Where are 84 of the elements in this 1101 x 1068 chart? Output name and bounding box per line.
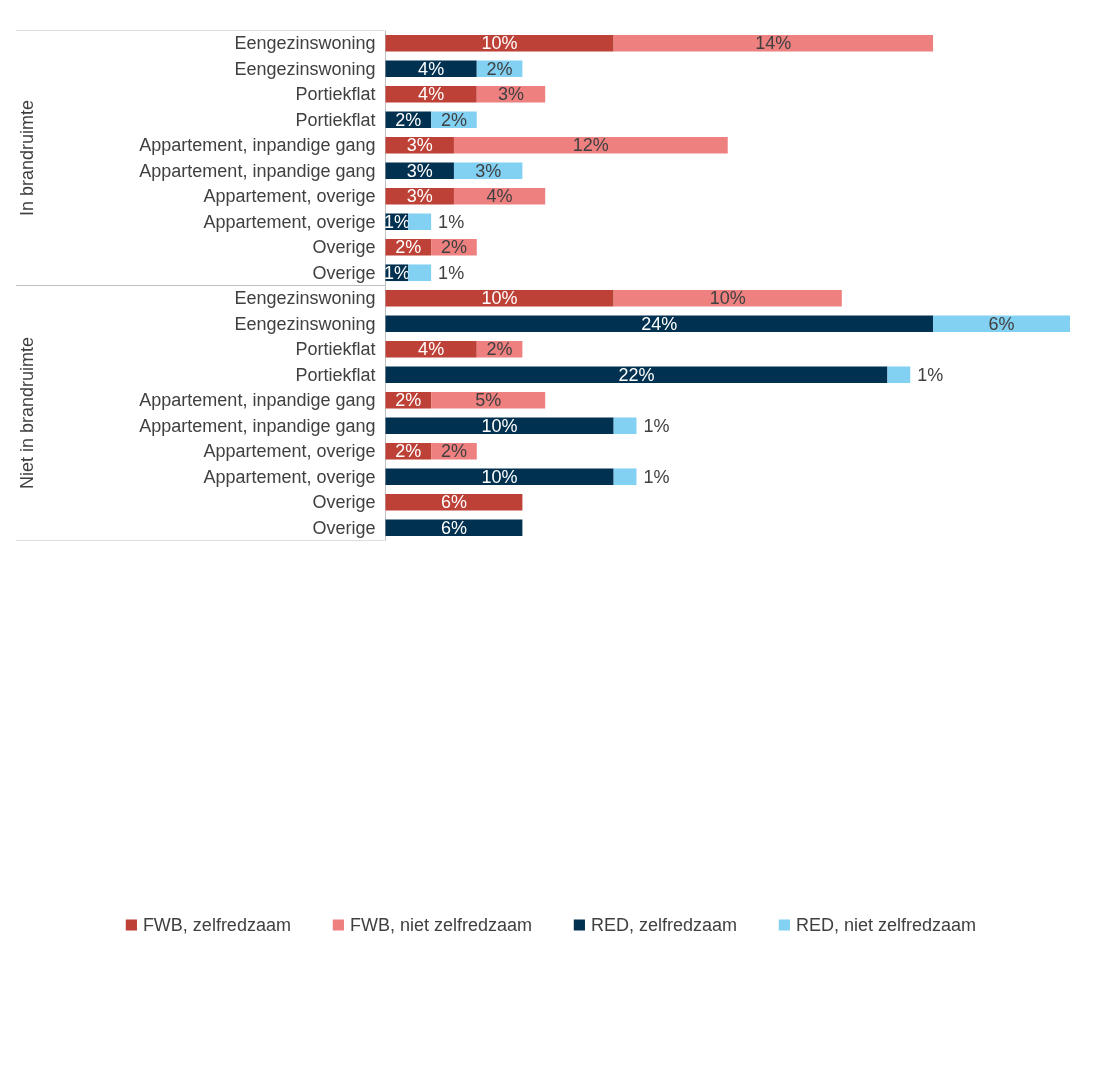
data-label: 2% xyxy=(395,390,422,411)
data-label: 10% xyxy=(481,466,518,487)
bar xyxy=(385,34,614,52)
y-tick-label: Portiekflat xyxy=(295,109,376,130)
y-tick-label: Portiekflat xyxy=(295,364,376,385)
data-label: 1% xyxy=(438,211,465,232)
bar xyxy=(385,315,934,333)
bar xyxy=(613,417,637,435)
data-label: 3% xyxy=(406,160,433,181)
y-tick-label: Eengezinswoning xyxy=(234,288,376,309)
data-label: 22% xyxy=(618,364,655,385)
y-tick-label: Overige xyxy=(312,237,376,258)
data-label: 2% xyxy=(440,237,467,258)
bar xyxy=(408,213,432,231)
bar xyxy=(613,289,842,307)
data-label: 10% xyxy=(481,415,518,436)
y-tick-label: Eengezinswoning xyxy=(234,33,376,54)
data-label: 4% xyxy=(486,186,513,207)
text: In brandruimte xyxy=(17,99,38,217)
data-label: 6% xyxy=(988,313,1015,334)
y-tick-label: Appartement, inpandige gang xyxy=(139,135,376,156)
data-label: 10% xyxy=(481,33,518,54)
legend-label: FWB, zelfredzaam xyxy=(142,914,291,936)
legend-label: RED, niet zelfredzaam xyxy=(796,914,977,936)
data-label: 3% xyxy=(406,186,433,207)
data-label: 24% xyxy=(641,313,678,334)
data-label: 1% xyxy=(917,364,944,385)
data-label: 2% xyxy=(395,441,422,462)
bar xyxy=(431,391,546,409)
bar xyxy=(613,468,637,486)
bar xyxy=(408,264,432,282)
data-label: 2% xyxy=(486,339,513,360)
bar xyxy=(385,289,614,307)
y-tick-label: Eengezinswoning xyxy=(234,58,376,79)
data-label: 2% xyxy=(395,237,422,258)
bar xyxy=(385,60,477,78)
bar xyxy=(887,366,911,384)
data-label: 2% xyxy=(395,109,422,130)
bar xyxy=(453,136,728,154)
data-label: 1% xyxy=(643,415,670,436)
bar xyxy=(385,340,477,358)
legend-label: FWB, niet zelfredzaam xyxy=(349,914,532,936)
bar xyxy=(385,468,614,486)
data-label: 3% xyxy=(497,84,524,105)
data-label: 10% xyxy=(709,288,746,309)
data-label: 5% xyxy=(475,390,502,411)
data-label: 12% xyxy=(572,135,609,156)
bar xyxy=(385,85,477,103)
text: Niet in brandruimte xyxy=(17,336,38,490)
y-tick-label: Appartement, inpandige gang xyxy=(139,160,376,181)
y-tick-label: Appartement, overige xyxy=(203,441,376,462)
data-label: 14% xyxy=(755,33,792,54)
y-tick-label: Appartement, inpandige gang xyxy=(139,415,376,436)
data-label: 4% xyxy=(418,339,445,360)
bar xyxy=(613,34,934,52)
data-label: 6% xyxy=(440,517,467,538)
y-tick-label: Appartement, overige xyxy=(203,186,376,207)
legend-label: RED, zelfredzaam xyxy=(590,914,738,936)
bar xyxy=(385,519,523,537)
data-label: 1% xyxy=(438,262,465,283)
data-label: 2% xyxy=(486,58,513,79)
data-label: 1% xyxy=(643,466,670,487)
y-tick-label: Overige xyxy=(312,492,376,513)
y-tick-label: Portiekflat xyxy=(295,84,376,105)
data-label: 3% xyxy=(406,135,433,156)
y-tick-label: Eengezinswoning xyxy=(234,313,376,334)
bar xyxy=(933,315,1070,333)
data-label: 2% xyxy=(440,441,467,462)
data-label: 3% xyxy=(475,160,502,181)
y-tick-label: Overige xyxy=(312,517,376,538)
data-label: 10% xyxy=(481,288,518,309)
y-tick-label: Appartement, overige xyxy=(203,466,376,487)
y-tick-label: Overige xyxy=(312,262,376,283)
data-label: 4% xyxy=(418,84,445,105)
bar xyxy=(385,493,523,511)
y-tick-label: Portiekflat xyxy=(295,339,376,360)
data-label: 2% xyxy=(440,109,467,130)
data-label: 4% xyxy=(418,58,445,79)
y-tick-label: Appartement, overige xyxy=(203,211,376,232)
y-tick-label: Appartement, inpandige gang xyxy=(139,390,376,411)
data-label: 6% xyxy=(440,492,467,513)
bar xyxy=(453,187,546,205)
bar xyxy=(385,366,888,384)
bar xyxy=(385,417,614,435)
